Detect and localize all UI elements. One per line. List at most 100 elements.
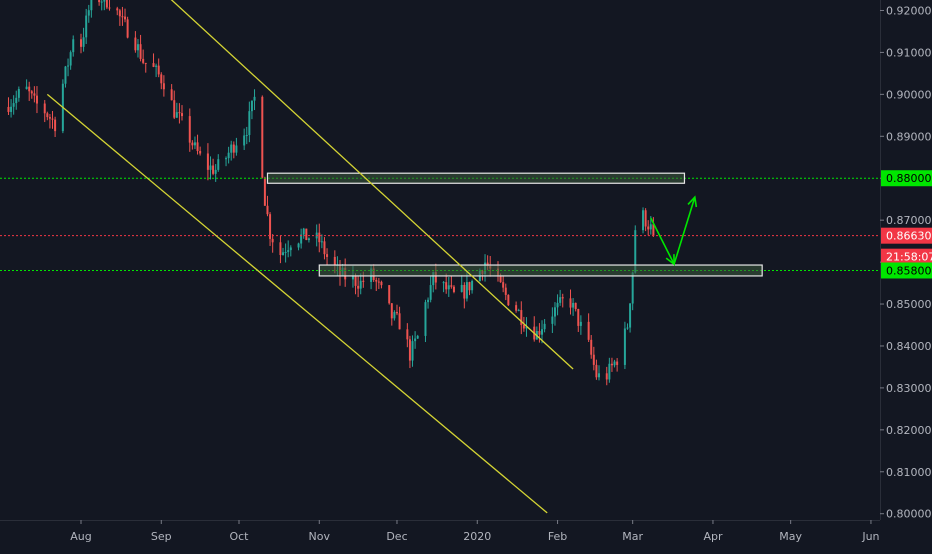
candle xyxy=(375,277,378,291)
channel-upper-trendline[interactable] xyxy=(115,0,574,370)
candle xyxy=(245,126,248,145)
candle xyxy=(354,273,357,295)
candle xyxy=(610,357,613,372)
support-zone[interactable] xyxy=(318,264,763,277)
candle xyxy=(595,359,598,380)
candle xyxy=(67,58,70,77)
candle xyxy=(232,141,235,159)
candle xyxy=(85,8,88,44)
time-axis[interactable]: Aug Sep Oct Nov Dec 2020 Feb Mar Apr May Jun xyxy=(70,520,880,543)
candle xyxy=(199,146,202,156)
candle xyxy=(253,89,256,111)
candle xyxy=(214,164,217,182)
price-tick-label: 0.92000 xyxy=(886,4,932,17)
candle xyxy=(579,315,582,335)
candle xyxy=(559,289,562,306)
candle xyxy=(271,234,274,253)
candle xyxy=(652,217,655,237)
candle xyxy=(10,99,13,118)
resistance-zone[interactable] xyxy=(266,172,686,184)
candle xyxy=(390,303,393,326)
candle xyxy=(263,176,266,206)
candle xyxy=(318,223,321,253)
candle xyxy=(287,240,290,258)
price-tick-label: 0.84000 xyxy=(886,340,932,353)
svg-text:21:58:07: 21:58:07 xyxy=(886,251,932,264)
resistance-price-tag: 0.88000 xyxy=(881,170,932,187)
candle xyxy=(406,323,409,348)
price-tick-label: 0.90000 xyxy=(886,88,932,101)
candle xyxy=(626,323,629,330)
time-tick-label: May xyxy=(779,530,802,543)
candle xyxy=(320,234,323,249)
candle xyxy=(445,273,448,294)
candle xyxy=(613,359,616,368)
candle xyxy=(144,62,147,73)
candle xyxy=(590,335,593,359)
candle xyxy=(191,140,194,150)
candle xyxy=(7,97,10,115)
candle xyxy=(543,319,546,333)
candle xyxy=(98,0,101,6)
candle xyxy=(452,285,455,294)
candle xyxy=(302,227,305,239)
candle xyxy=(323,237,326,260)
candle xyxy=(644,208,647,232)
svg-text:0.86630: 0.86630 xyxy=(886,230,932,243)
candle xyxy=(429,276,432,303)
candle xyxy=(157,58,160,78)
candle xyxy=(411,335,414,367)
candle xyxy=(160,72,163,90)
candle xyxy=(515,301,518,313)
candle xyxy=(105,0,108,10)
candle xyxy=(520,301,523,335)
candle xyxy=(142,49,145,65)
candle xyxy=(284,243,287,263)
candle xyxy=(471,279,474,294)
candle xyxy=(388,285,391,305)
candle xyxy=(553,302,556,326)
candle xyxy=(51,110,54,129)
candle xyxy=(504,283,507,301)
candle xyxy=(87,4,90,23)
channel-lower-trendline[interactable] xyxy=(46,93,548,514)
candle xyxy=(416,334,419,339)
candle xyxy=(463,282,466,309)
candle xyxy=(48,113,51,129)
candle xyxy=(538,323,541,343)
candle xyxy=(175,102,178,119)
candle xyxy=(243,128,246,150)
candle xyxy=(170,84,173,101)
candle xyxy=(15,90,18,110)
candle xyxy=(17,86,20,102)
time-tick-label: Oct xyxy=(229,530,249,543)
candle xyxy=(54,116,57,137)
candle xyxy=(173,90,176,120)
candle xyxy=(398,306,401,330)
candle xyxy=(134,31,137,53)
candle xyxy=(155,63,158,78)
candle xyxy=(64,65,67,88)
candle xyxy=(25,79,28,90)
price-tick-label: 0.83000 xyxy=(886,382,932,395)
candle xyxy=(289,245,292,257)
arrow-up[interactable] xyxy=(673,195,698,265)
candle xyxy=(230,140,233,161)
candle xyxy=(541,320,544,344)
candle xyxy=(43,100,46,123)
candle xyxy=(178,103,181,124)
candle xyxy=(90,0,93,18)
candle xyxy=(468,281,471,296)
svg-text:0.88000: 0.88000 xyxy=(886,172,932,185)
candle xyxy=(442,281,445,293)
price-tick-label: 0.91000 xyxy=(886,46,932,59)
last-price-tag: 0.86630 xyxy=(881,227,932,244)
candle xyxy=(395,304,398,316)
candle xyxy=(126,16,129,39)
candle xyxy=(235,137,238,156)
candle xyxy=(605,366,608,386)
time-tick-label: Nov xyxy=(309,530,331,543)
candle xyxy=(642,207,645,234)
